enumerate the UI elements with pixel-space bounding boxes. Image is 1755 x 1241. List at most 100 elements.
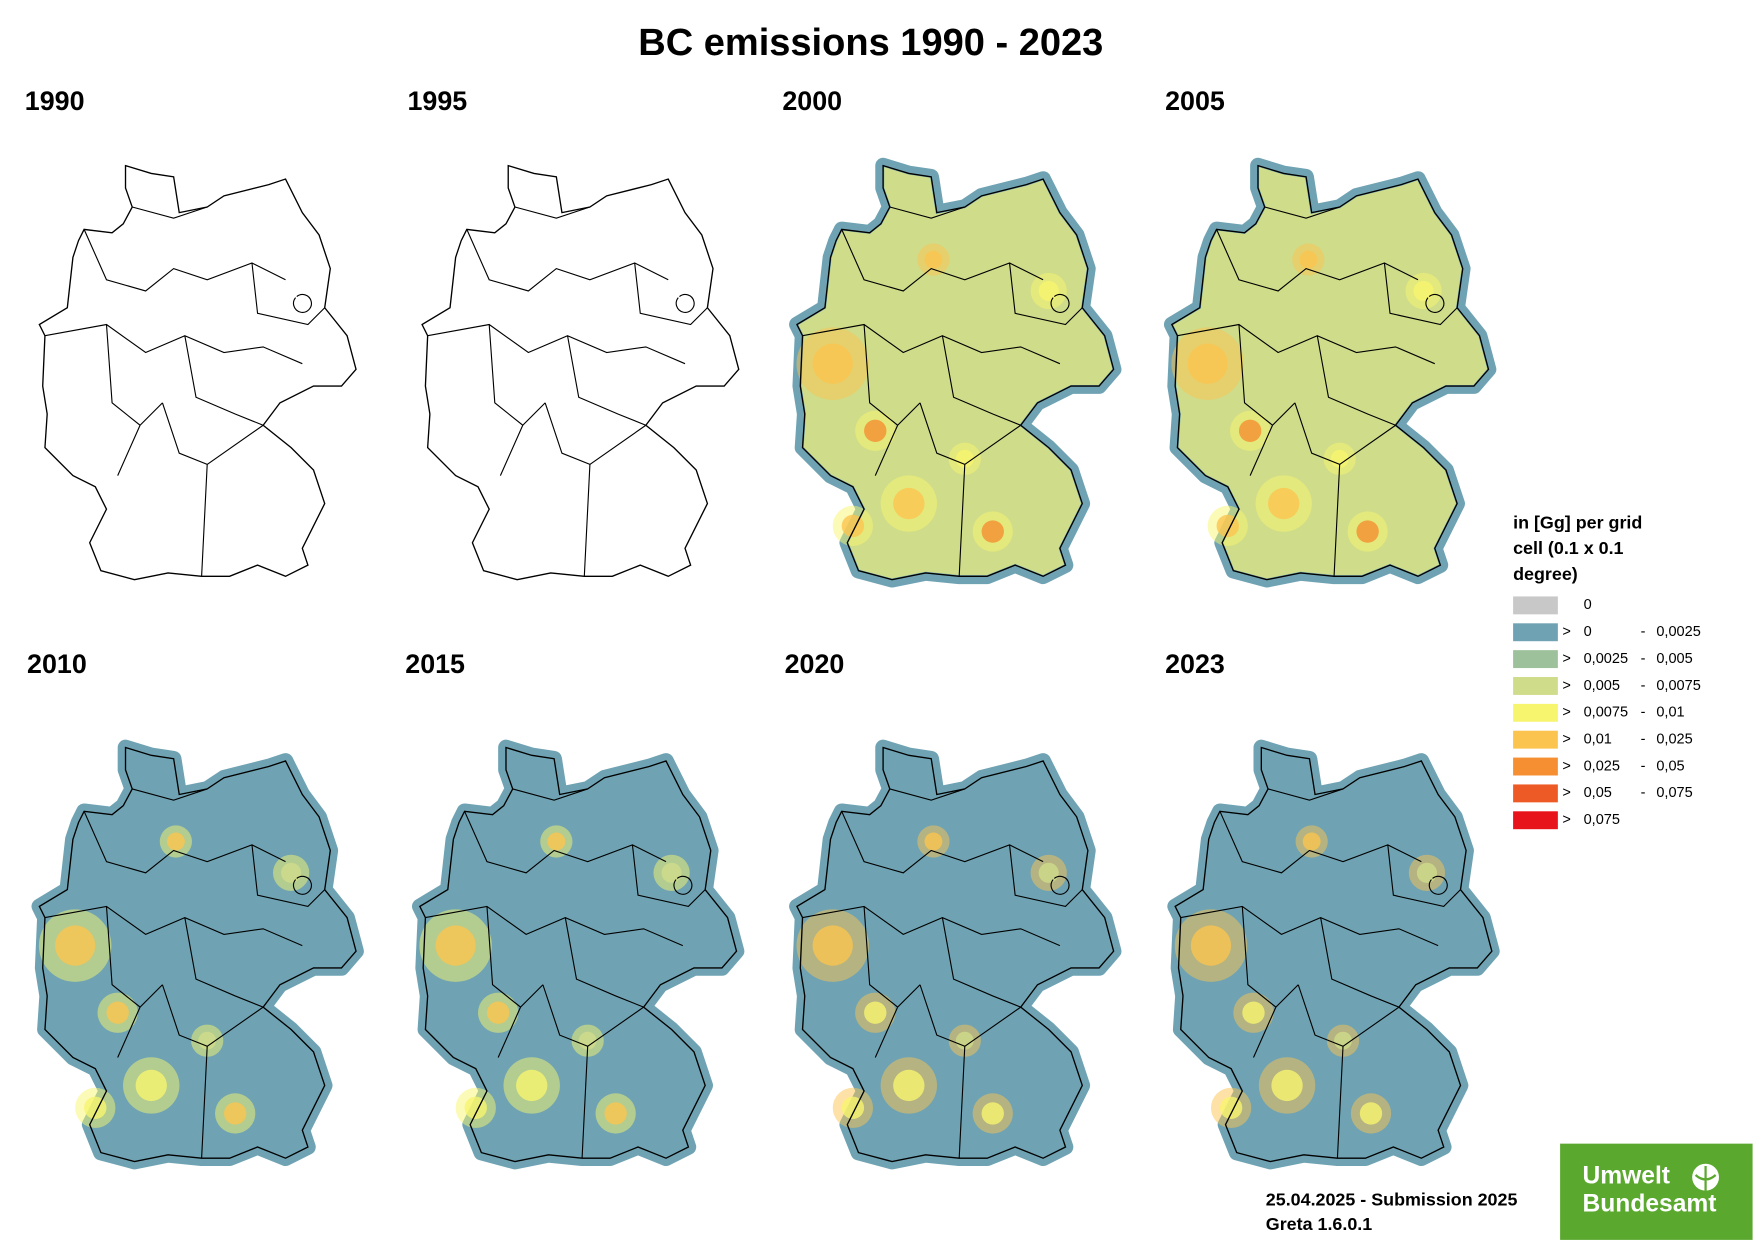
hotspot	[281, 862, 302, 883]
hotspot	[1330, 449, 1349, 468]
legend-sign: >	[1562, 785, 1571, 801]
hotspot	[1038, 280, 1059, 302]
hotspot	[1302, 832, 1321, 851]
hotspot	[516, 1069, 548, 1102]
legend-from: 0,075	[1584, 812, 1620, 828]
panel-year: 2023	[1165, 649, 1225, 679]
hotspot	[435, 925, 476, 966]
legend-swatch	[1513, 650, 1558, 669]
hotspot	[955, 1031, 974, 1050]
hotspot	[1299, 250, 1318, 269]
map	[419, 748, 736, 1162]
hotspot	[864, 1001, 887, 1024]
legend-sign: >	[1562, 758, 1571, 774]
hotspot	[893, 1069, 925, 1102]
legend-to: 0,025	[1656, 732, 1692, 748]
legend-to: 0,075	[1656, 785, 1692, 801]
map	[1171, 166, 1488, 580]
legend-dash: -	[1641, 758, 1646, 774]
legend: in [Gg] per grid cell (0.1 x 0.1 degree) 0 >…	[1513, 512, 1701, 830]
hotspot	[1413, 280, 1434, 302]
hotspot	[955, 449, 974, 468]
map	[796, 748, 1113, 1162]
map	[1175, 748, 1492, 1162]
hotspot	[1219, 1096, 1243, 1120]
legend-swatch	[1513, 784, 1558, 803]
hotspot	[1359, 1102, 1383, 1125]
legend-swatch	[1513, 677, 1558, 695]
hotspot	[661, 862, 682, 883]
hotspot	[1216, 514, 1239, 538]
legend-title: degree)	[1513, 564, 1578, 584]
legend-to: 0,05	[1656, 758, 1684, 774]
hotspot	[166, 832, 185, 851]
panel-year: 2000	[782, 86, 842, 116]
legend-sign: >	[1562, 812, 1571, 828]
map	[38, 164, 357, 581]
legend-from: 0	[1584, 624, 1592, 640]
legend-dash: -	[1641, 651, 1646, 667]
legend-from: 0	[1584, 597, 1592, 613]
hotspot	[924, 250, 943, 269]
hotspot	[547, 832, 566, 851]
hotspot	[893, 487, 925, 520]
chart-title: BC emissions 1990 - 2023	[638, 22, 1103, 64]
hotspot	[812, 343, 853, 384]
legend-sign: >	[1562, 651, 1571, 667]
legend-to: 0,005	[1656, 651, 1692, 667]
hotspot	[1190, 925, 1232, 966]
hotspot	[1242, 1001, 1265, 1024]
hotspot	[924, 832, 943, 851]
hotspot	[1238, 419, 1262, 443]
country	[39, 165, 357, 580]
footer-version: Greta 1.6.0.1	[1266, 1214, 1372, 1234]
panel-year: 1990	[25, 86, 85, 116]
hotspot	[1334, 1031, 1352, 1050]
legend-from: 0,05	[1584, 785, 1612, 801]
legend-swatch	[1513, 757, 1558, 776]
hotspot	[864, 419, 887, 443]
hotspot	[981, 520, 1004, 543]
legend-dash: -	[1641, 705, 1646, 721]
legend-from: 0,0075	[1584, 705, 1628, 721]
hotspot	[1416, 862, 1438, 883]
logo-text: Bundesamt	[1582, 1191, 1716, 1218]
hotspot	[604, 1102, 627, 1125]
legend-dash: -	[1641, 678, 1646, 694]
hotspot	[198, 1031, 217, 1050]
hotspot	[55, 925, 96, 966]
hotspot	[812, 925, 853, 966]
panel-year: 2020	[785, 649, 845, 679]
legend-to: 0,0025	[1656, 624, 1700, 640]
legend-swatch	[1513, 730, 1558, 749]
hotspot	[981, 1102, 1004, 1125]
hotspot	[84, 1096, 107, 1120]
legend-from: 0,005	[1584, 678, 1620, 694]
legend-dash: -	[1641, 624, 1646, 640]
legend-sign: >	[1562, 624, 1571, 640]
legend-from: 0,01	[1584, 732, 1612, 748]
map	[421, 164, 740, 581]
logo-icon	[1694, 1166, 1717, 1191]
legend-to: 0,01	[1656, 705, 1684, 721]
panels: 1990 1995 2000 2005 2010 2015 2020 2023	[25, 86, 1492, 1162]
legend-from: 0,025	[1584, 758, 1620, 774]
hotspot	[1038, 862, 1059, 883]
panel-year: 2015	[405, 649, 465, 679]
hotspot	[106, 1001, 129, 1024]
logo-text: Umwelt	[1582, 1163, 1670, 1190]
hotspot	[223, 1102, 247, 1125]
hotspot	[1268, 487, 1300, 520]
hotspot	[486, 1001, 510, 1024]
hotspot	[841, 1096, 865, 1120]
hotspot	[578, 1031, 597, 1050]
panel-year: 2010	[27, 649, 87, 679]
legend-sign: >	[1562, 678, 1571, 694]
hotspot	[1271, 1069, 1303, 1102]
panel-year: 2005	[1165, 86, 1225, 116]
hotspot	[841, 514, 865, 538]
legend-swatch	[1513, 811, 1558, 830]
map	[796, 166, 1113, 580]
panel-year: 1995	[408, 86, 468, 116]
